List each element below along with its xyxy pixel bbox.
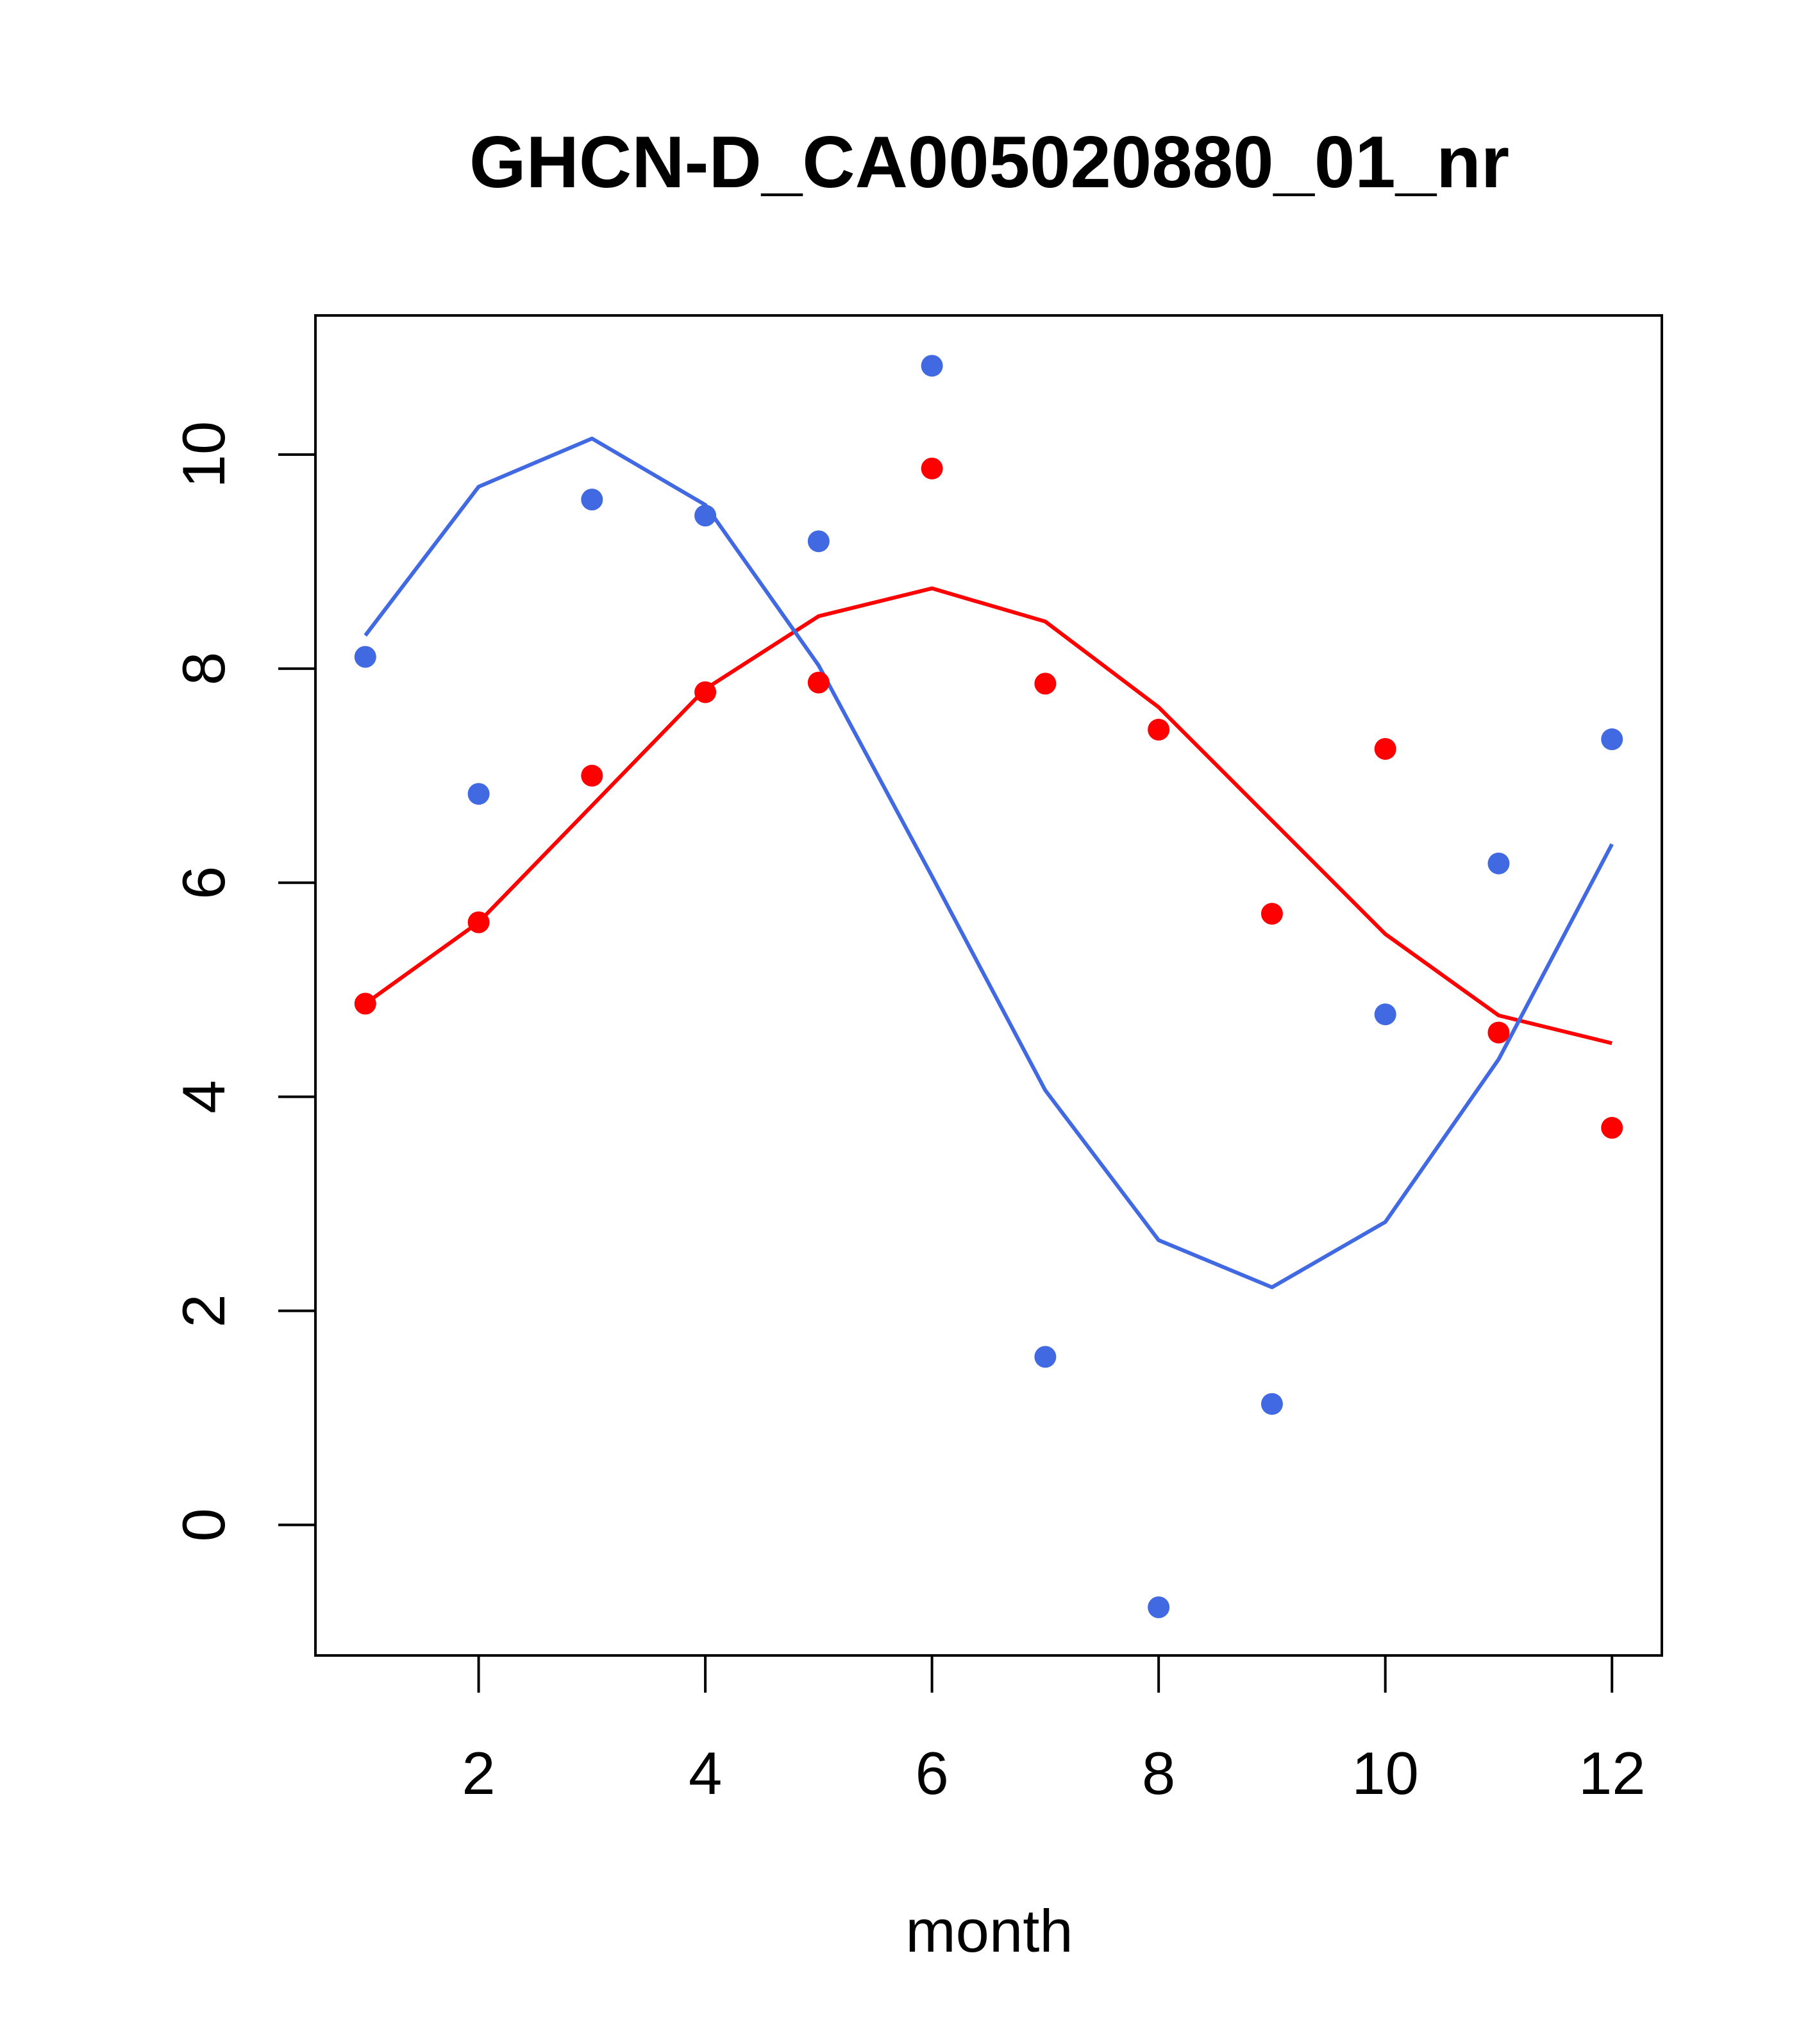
series-1-point (1260, 903, 1283, 925)
y-tick-label: 6 (170, 866, 237, 900)
series-2-point (1601, 728, 1623, 751)
x-tick-label: 4 (689, 1739, 722, 1807)
series-1-point (807, 671, 830, 694)
series-2-point (921, 355, 943, 377)
series-2-point (1148, 1596, 1170, 1618)
series-1-point (467, 911, 490, 934)
series-2-point (807, 530, 830, 553)
series-2-line (364, 436, 1614, 1289)
y-axis: 0 2 4 6 8 10 (170, 421, 315, 1541)
series-2-point (1260, 1393, 1283, 1415)
x-axis: 2 4 6 8 10 12 (462, 1655, 1646, 1807)
series-1-point (581, 764, 603, 787)
series-2-point (467, 783, 490, 805)
series-2-point (581, 489, 603, 511)
series-1-point (1487, 1021, 1510, 1044)
y-tick-label: 0 (170, 1508, 237, 1541)
chart-title: GHCN-D_CA005020880_01_nr (469, 122, 1509, 203)
series-1-line (364, 586, 1612, 1046)
series-1-point (921, 457, 943, 480)
x-tick-label: 6 (915, 1739, 948, 1807)
series-2-point (1034, 1346, 1057, 1368)
y-tick-label: 4 (170, 1080, 237, 1113)
series-2-point (1374, 1003, 1396, 1026)
x-tick-label: 8 (1142, 1739, 1175, 1807)
plot-frame (314, 314, 1663, 1657)
series-1-point (1034, 673, 1057, 695)
series-1-point (1148, 719, 1170, 741)
series-2-point (1487, 852, 1510, 875)
x-tick-label: 2 (462, 1739, 495, 1807)
series-2-point (354, 646, 376, 668)
series-layer (354, 355, 1623, 1618)
x-axis-label: month (905, 1897, 1073, 1964)
series-2-point (694, 505, 717, 527)
series-1-point (694, 681, 717, 703)
y-tick-label: 2 (170, 1294, 237, 1327)
y-tick-label: 10 (170, 421, 237, 489)
x-tick-label: 10 (1352, 1739, 1419, 1807)
series-1-point (1374, 738, 1396, 760)
x-tick-label: 12 (1578, 1739, 1646, 1807)
series-1-point (1601, 1117, 1623, 1139)
y-tick-label: 8 (170, 652, 237, 685)
series-1-point (354, 993, 376, 1015)
